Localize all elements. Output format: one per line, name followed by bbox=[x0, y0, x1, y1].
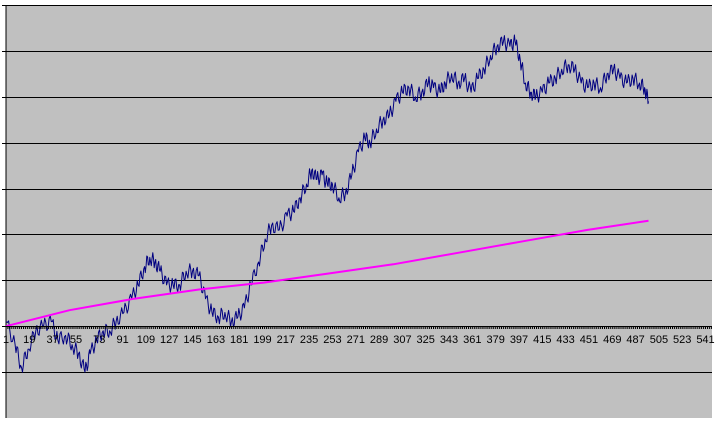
x-tick-label-24: 433 bbox=[556, 334, 574, 346]
x-tick-label-4: 73 bbox=[93, 334, 105, 346]
x-tick-label-26: 469 bbox=[603, 334, 621, 346]
x-tick-label-5: 91 bbox=[116, 334, 128, 346]
x-tick-label-29: 523 bbox=[673, 334, 691, 346]
x-tick-label-7: 127 bbox=[160, 334, 178, 346]
x-tick-label-19: 343 bbox=[440, 334, 458, 346]
x-tick-label-22: 397 bbox=[510, 334, 528, 346]
x-tick-label-30: 541 bbox=[696, 334, 714, 346]
x-tick-label-12: 217 bbox=[277, 334, 295, 346]
x-tick-label-9: 163 bbox=[207, 334, 225, 346]
x-tick-label-20: 361 bbox=[463, 334, 481, 346]
x-tick-label-8: 145 bbox=[183, 334, 201, 346]
x-axis: 1 19 37 55 73 91 109 127 145 163 181 199 217 235 253 27… bbox=[3, 326, 715, 346]
series-group bbox=[5, 34, 649, 373]
x-tick-label-0: 1 bbox=[3, 334, 9, 346]
x-tick-label-23: 415 bbox=[533, 334, 551, 346]
series-line-0 bbox=[5, 34, 649, 373]
x-tick-label-14: 253 bbox=[323, 334, 341, 346]
x-tick-label-17: 307 bbox=[393, 334, 411, 346]
x-tick-label-16: 289 bbox=[370, 334, 388, 346]
x-tick-label-27: 487 bbox=[626, 334, 644, 346]
x-tick-label-25: 451 bbox=[580, 334, 598, 346]
x-tick-label-3: 55 bbox=[70, 334, 82, 346]
x-tick-label-13: 235 bbox=[300, 334, 318, 346]
x-tick-label-21: 379 bbox=[487, 334, 505, 346]
x-tick-label-18: 325 bbox=[417, 334, 435, 346]
x-tick-label-15: 271 bbox=[347, 334, 365, 346]
x-tick-label-10: 181 bbox=[230, 334, 248, 346]
x-tick-label-6: 109 bbox=[137, 334, 155, 346]
x-tick-label-11: 199 bbox=[253, 334, 271, 346]
series-line-1 bbox=[5, 219, 649, 328]
x-tick-label-2: 37 bbox=[46, 334, 58, 346]
plot-area bbox=[6, 5, 712, 418]
x-tick-label-28: 505 bbox=[650, 334, 668, 346]
x-tick-label-1: 19 bbox=[23, 334, 35, 346]
